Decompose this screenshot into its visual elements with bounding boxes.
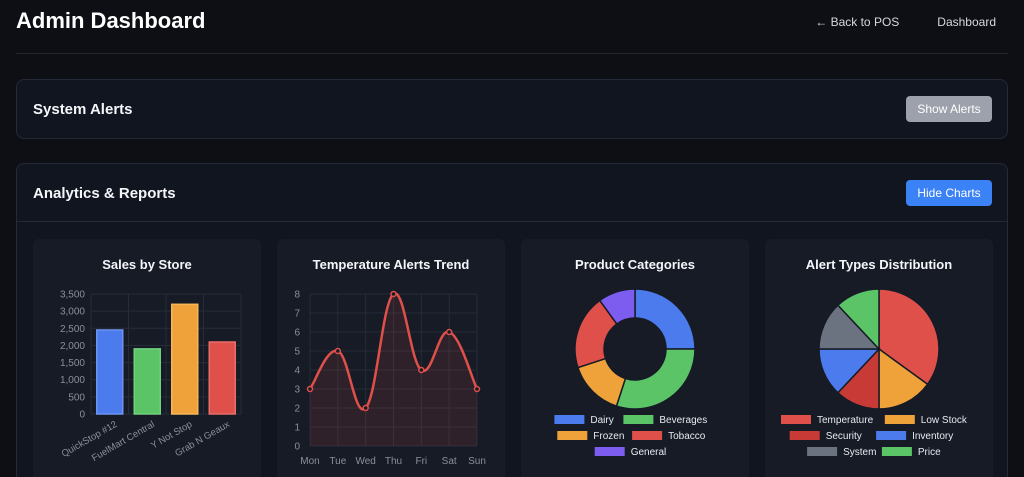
pie-slice: [836, 288, 880, 351]
sales-by-store-panel: Sales by Store 0 500 1,000 1,500 2,000 2,500 3,…: [33, 239, 261, 477]
alert-types-panel: Alert Types Distribution Temperature Low S…: [765, 239, 993, 477]
legend-swatch: [781, 415, 811, 424]
analytics-card: Analytics & Reports Hide Charts Sales by…: [16, 163, 1008, 477]
legend-label: Tobacco: [668, 431, 706, 442]
temperature-alerts-chart: Temperature Alerts Trend 0 1 2 3 4 5 6 7 8 Mon Tue W…: [294, 257, 486, 467]
product-categories-panel: Product Categories Dairy Beverages Frozen To…: [521, 239, 749, 477]
top-bar: Admin Dashboard ← Back to POS Dashboard: [16, 0, 1008, 54]
y-tick-label: 7: [294, 309, 300, 320]
legend-label: System: [843, 447, 876, 458]
legend-swatch: [789, 431, 820, 440]
y-tick-label: 5: [294, 347, 300, 358]
x-tick-label: Fri: [415, 456, 427, 467]
back-to-pos-link[interactable]: ← Back to POS: [815, 15, 900, 29]
product-categories-chart: Product Categories Dairy Beverages Frozen To…: [554, 257, 707, 458]
legend-swatch: [884, 415, 915, 424]
legend-swatch: [881, 447, 912, 456]
legend-label: Temperature: [817, 415, 874, 426]
x-tick-label: FuelMart Central: [90, 419, 157, 464]
hide-charts-button[interactable]: Hide Charts: [906, 180, 992, 206]
legend-label: Beverages: [659, 415, 707, 426]
legend-label: Dairy: [590, 415, 613, 426]
pie-slice: [878, 347, 929, 410]
top-nav: ← Back to POS Dashboard: [815, 15, 996, 29]
system-alerts-title: System Alerts: [33, 101, 133, 118]
legend-label: Low Stock: [921, 415, 968, 426]
chart-title: Alert Types Distribution: [806, 257, 952, 272]
y-tick-label: 6: [294, 328, 300, 339]
pie-slice: [598, 288, 636, 325]
legend-label: General: [631, 447, 667, 458]
legend-label: Inventory: [912, 431, 953, 442]
y-tick-label: 1,500: [60, 358, 85, 369]
pie-slice: [615, 348, 696, 410]
data-point: [473, 385, 481, 393]
sales-by-store-chart: Sales by Store 0 500 1,000 1,500 2,000 2,500 3,…: [60, 257, 242, 464]
y-tick-label: 8: [294, 290, 300, 301]
legend-swatch: [594, 447, 625, 456]
legend-label: Frozen: [593, 431, 624, 442]
show-alerts-button[interactable]: Show Alerts: [906, 96, 992, 122]
y-tick-label: 2,000: [60, 341, 85, 352]
bar: [208, 341, 236, 415]
x-tick-label: Sun: [468, 456, 486, 467]
y-tick-label: 1,000: [60, 375, 85, 386]
data-point: [418, 366, 425, 374]
bar: [96, 329, 124, 415]
x-tick-label: Mon: [300, 456, 319, 467]
y-tick-label: 3,000: [60, 307, 85, 318]
pie-slice: [634, 288, 696, 350]
y-tick-label: 1: [294, 423, 300, 434]
legend-label: Security: [826, 431, 862, 442]
bar: [133, 348, 161, 415]
y-tick-label: 500: [68, 392, 85, 403]
page-title: Admin Dashboard: [16, 8, 206, 33]
chart-title: Temperature Alerts Trend: [313, 257, 470, 272]
analytics-title: Analytics & Reports: [33, 185, 176, 202]
y-tick-label: 4: [294, 366, 300, 377]
y-tick-label: 0: [79, 410, 85, 421]
alert-types-chart: Alert Types Distribution Temperature Low S…: [781, 257, 968, 458]
temperature-alerts-panel: Temperature Alerts Trend 0 1 2 3 4 5 6 7 8 Mon Tue W…: [277, 239, 505, 477]
legend-swatch: [557, 431, 588, 440]
divider: [17, 221, 1007, 222]
data-point: [306, 385, 314, 393]
area-fill: [310, 293, 477, 446]
system-alerts-card: System Alerts Show Alerts: [16, 79, 1008, 139]
chart-title: Product Categories: [575, 257, 695, 272]
legend-swatch: [623, 415, 654, 424]
legend-swatch: [632, 431, 663, 440]
pie-slice: [878, 288, 940, 386]
chart-title: Sales by Store: [102, 257, 192, 272]
data-point: [445, 328, 453, 336]
legend-swatch: [554, 415, 585, 424]
x-tick-label: Tue: [329, 456, 346, 467]
y-tick-label: 2: [294, 404, 300, 415]
y-tick-label: 3: [294, 385, 300, 396]
x-tick-label: Thu: [385, 456, 402, 467]
legend-swatch: [876, 431, 907, 440]
data-point: [334, 347, 342, 355]
x-tick-label: Sat: [442, 456, 457, 467]
bar: [171, 303, 199, 415]
data-point: [390, 290, 397, 298]
data-point: [362, 404, 369, 412]
x-tick-label: Wed: [355, 456, 375, 467]
dashboard-link[interactable]: Dashboard: [937, 15, 996, 29]
legend-label: Price: [918, 447, 941, 458]
y-tick-label: 3,500: [60, 290, 85, 301]
y-tick-label: 2,500: [60, 324, 85, 335]
y-tick-label: 0: [294, 442, 300, 453]
legend-swatch: [807, 447, 838, 456]
